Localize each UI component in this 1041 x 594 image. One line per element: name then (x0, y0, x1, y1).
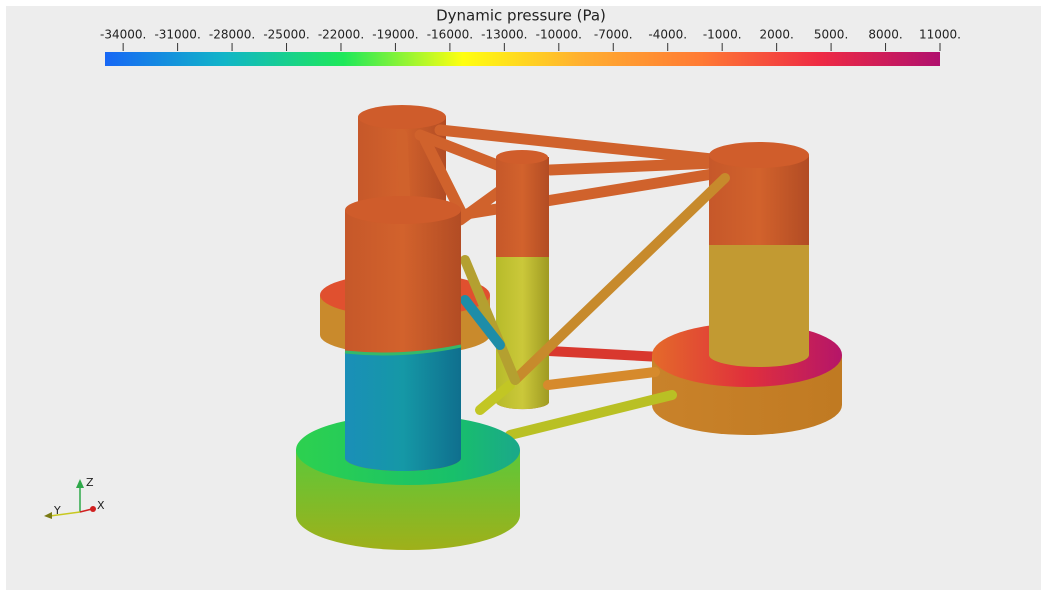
colorbar-title: Dynamic pressure (Pa) (436, 7, 606, 25)
colorbar-tick-label: -4000. (648, 28, 687, 42)
colorbar-tick-label: -1000. (703, 28, 742, 42)
colorbar (105, 52, 940, 66)
platform (296, 105, 842, 550)
colorbar-tick-label: -13000. (481, 28, 527, 42)
y-axis-label: Y (53, 504, 61, 517)
colorbar-tick-label: -16000. (427, 28, 473, 42)
z-axis-label: Z (86, 476, 94, 489)
colorbar-tick-label: -25000. (263, 28, 309, 42)
colorbar-tick-label: -28000. (209, 28, 255, 42)
orientation-axes: Z Y X (44, 476, 105, 519)
colorbar-tick-label: -22000. (318, 28, 364, 42)
colorbar-tick-label: -34000. (100, 28, 146, 42)
colorbar-ticks: -34000. -31000. -28000. -25000. -22000. -1900… (100, 28, 961, 51)
colorbar-tick-label: 5000. (814, 28, 848, 42)
colorbar-tick-label: -19000. (372, 28, 418, 42)
colorbar-tick-label: 2000. (759, 28, 793, 42)
x-axis-label: X (97, 499, 105, 512)
colorbar-tick-label: -31000. (154, 28, 200, 42)
colorbar-tick-label: 11000. (919, 28, 961, 42)
colorbar-tick-label: 8000. (868, 28, 902, 42)
colorbar-tick-label: -10000. (536, 28, 582, 42)
colorbar-tick-label: -7000. (594, 28, 633, 42)
